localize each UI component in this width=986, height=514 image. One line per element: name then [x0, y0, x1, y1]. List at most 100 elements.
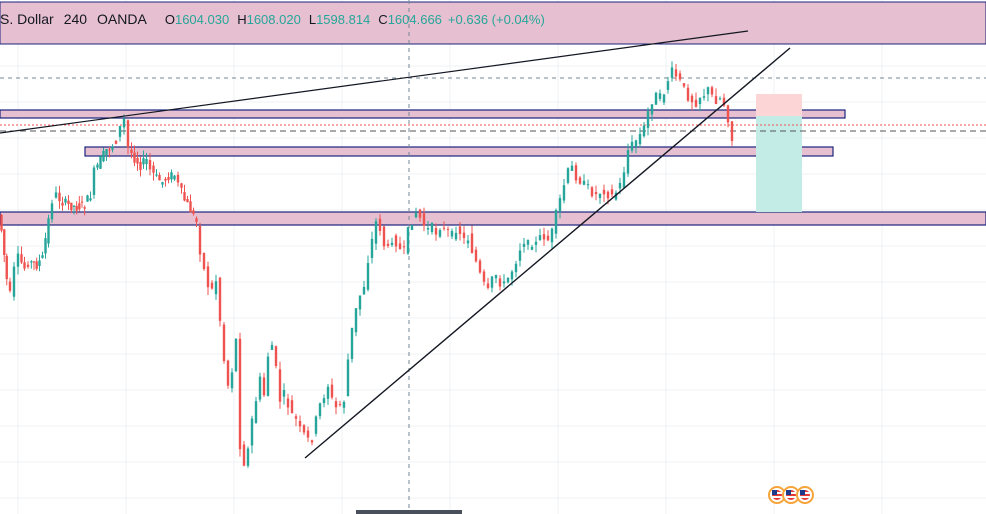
- candle-up: [614, 192, 618, 200]
- candle-down: [542, 234, 546, 240]
- candle-up: [122, 118, 126, 128]
- candle-down: [5, 255, 8, 280]
- candle-down: [386, 243, 390, 246]
- candle-down: [195, 218, 198, 222]
- candle-up: [266, 356, 270, 396]
- candle-down: [83, 207, 86, 209]
- candle-up: [706, 87, 710, 95]
- candle-up: [142, 158, 145, 165]
- symbol-name[interactable]: S. Dollar: [0, 11, 54, 27]
- candle-down: [290, 400, 294, 414]
- candle-down: [686, 87, 690, 101]
- candle-down: [418, 209, 422, 218]
- stop-loss-area[interactable]: [756, 94, 802, 116]
- economic-events[interactable]: [768, 486, 814, 504]
- interval[interactable]: 240: [63, 11, 88, 27]
- candle-up: [145, 158, 148, 165]
- zone-middle[interactable]: [84, 146, 834, 157]
- candle-down: [674, 69, 678, 77]
- candle-up: [54, 192, 58, 198]
- take-profit-area[interactable]: [756, 116, 802, 212]
- candle-down: [139, 161, 142, 170]
- candle-up: [430, 223, 434, 233]
- candle-up: [410, 224, 414, 230]
- candle-down: [578, 177, 582, 184]
- candle-down: [58, 192, 61, 202]
- candle-up: [658, 93, 662, 99]
- candle-down: [167, 177, 170, 181]
- candle-up: [414, 212, 418, 218]
- trendline-support[interactable]: [304, 47, 791, 459]
- candle-up: [514, 263, 518, 273]
- candle-up: [173, 175, 176, 180]
- candle-up: [450, 231, 454, 237]
- candle-down: [67, 200, 70, 204]
- candle-down: [35, 261, 38, 269]
- candle-up: [670, 67, 674, 78]
- time-axis-highlight: [356, 510, 462, 514]
- candle-down: [462, 232, 466, 238]
- candle-up: [534, 241, 538, 245]
- candle-down: [164, 178, 167, 181]
- trendline-upper[interactable]: [0, 30, 749, 134]
- candle-down: [218, 277, 222, 321]
- candle-up: [16, 253, 20, 267]
- candle-up: [426, 228, 430, 230]
- candle-down: [294, 416, 298, 419]
- candle-up: [50, 203, 54, 220]
- candle-up: [111, 146, 114, 150]
- ohlc-low: L1598.814: [308, 11, 371, 27]
- candle-down: [714, 96, 718, 105]
- candle-down: [61, 202, 64, 206]
- candle-up: [494, 275, 498, 279]
- candle-up: [270, 344, 274, 351]
- zone-lower[interactable]: [0, 211, 986, 226]
- candle-down: [26, 264, 30, 267]
- candle-down: [180, 183, 183, 188]
- zone-upper[interactable]: [0, 109, 846, 119]
- candle-up: [390, 242, 394, 246]
- candle-down: [20, 254, 23, 263]
- candle-up: [718, 98, 722, 100]
- candle-up: [362, 287, 366, 295]
- candle-down: [710, 87, 714, 95]
- us-flag-icon[interactable]: [796, 486, 814, 504]
- us-flag-icon[interactable]: [768, 486, 786, 504]
- candle-down: [726, 105, 730, 123]
- candle-down: [206, 266, 210, 288]
- candles: [0, 61, 734, 468]
- candle-up: [322, 398, 326, 404]
- candle-down: [189, 201, 192, 213]
- candle-up: [526, 240, 530, 245]
- candle-up: [586, 184, 590, 186]
- ohlc-close: C1604.666: [378, 11, 442, 27]
- candle-up: [326, 386, 330, 399]
- candle-down: [338, 404, 342, 406]
- candle-down: [133, 152, 136, 163]
- candle-up: [258, 376, 262, 400]
- candle-down: [402, 246, 406, 248]
- candle-down: [75, 205, 78, 211]
- candle-up: [86, 195, 89, 202]
- candle-up: [350, 327, 354, 359]
- candle-up: [646, 111, 650, 128]
- candle-up: [522, 243, 526, 247]
- resistance-zone-top[interactable]: [0, 1, 986, 45]
- candle-down: [278, 369, 282, 402]
- candle-down: [242, 444, 246, 466]
- candle-up: [662, 94, 666, 103]
- candle-up: [254, 401, 258, 424]
- candle-up: [666, 81, 670, 90]
- candle-up: [634, 140, 638, 148]
- candle-down: [126, 120, 130, 148]
- candle-down: [210, 282, 214, 289]
- candle-down: [80, 201, 84, 203]
- candle-up: [598, 193, 602, 198]
- candle-up: [30, 261, 33, 263]
- candle-up: [89, 198, 92, 201]
- candle-down: [3, 229, 6, 256]
- price-change: +0.636 (+0.04%): [447, 11, 545, 27]
- candle-down: [678, 73, 682, 80]
- candle-up: [366, 262, 370, 290]
